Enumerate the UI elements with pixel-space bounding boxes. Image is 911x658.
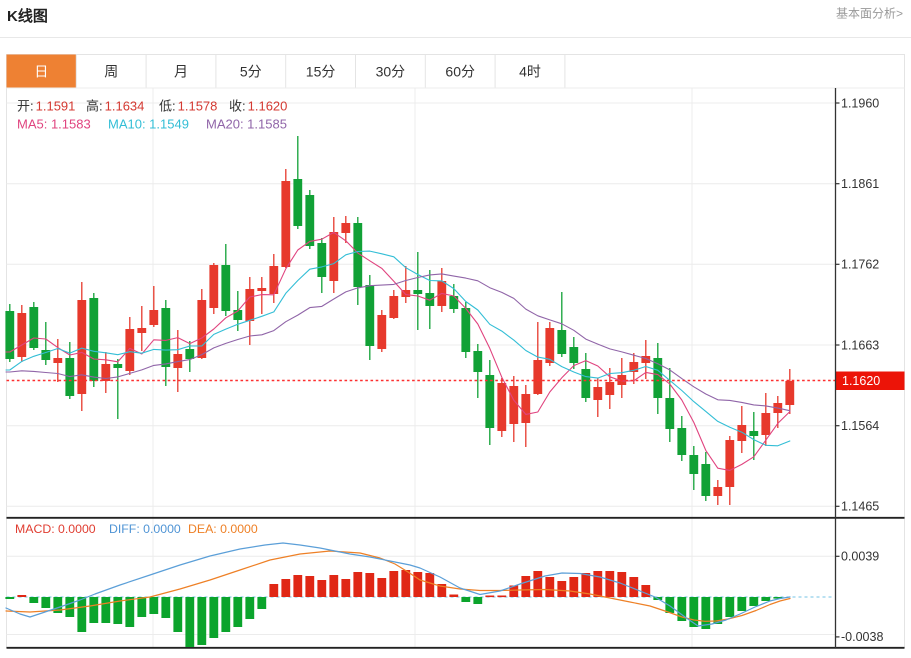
svg-text:高:1.1634: 高: 1.1634: [86, 99, 144, 114]
svg-text:0.0039: 0.0039: [841, 550, 879, 564]
svg-text:收:1.1620: 收: 1.1620: [229, 99, 287, 114]
svg-text:1.1620: 1.1620: [842, 374, 880, 388]
svg-text:基本面分析>: 基本面分析>: [836, 7, 903, 21]
svg-text:5分: 5分: [240, 64, 262, 80]
svg-text:MA10: 1.1549: MA10: 1.1549: [108, 117, 189, 132]
svg-text:低:1.1578: 低: 1.1578: [159, 99, 217, 114]
svg-text:MA5: 1.1583: MA5: 1.1583: [17, 117, 91, 132]
svg-text:DEA: 0.0000: DEA: 0.0000: [188, 522, 258, 536]
svg-text:日: 日: [34, 64, 48, 80]
svg-text:1.1564: 1.1564: [841, 419, 879, 433]
svg-text:4时: 4时: [519, 64, 541, 80]
svg-text:1.1960: 1.1960: [841, 96, 879, 110]
svg-text:1.1861: 1.1861: [841, 177, 879, 191]
svg-text:K线图: K线图: [7, 7, 48, 25]
svg-text:MA20: 1.1585: MA20: 1.1585: [206, 117, 287, 132]
svg-text:1.1663: 1.1663: [841, 338, 879, 352]
svg-text:月: 月: [174, 64, 188, 80]
svg-text:1.1465: 1.1465: [841, 500, 879, 514]
svg-text:-0.0038: -0.0038: [841, 630, 883, 644]
svg-text:1.1762: 1.1762: [841, 258, 879, 272]
svg-text:周: 周: [104, 64, 118, 80]
svg-text:MACD: 0.0000: MACD: 0.0000: [15, 522, 96, 536]
svg-text:30分: 30分: [376, 64, 406, 80]
svg-text:DIFF: 0.0000: DIFF: 0.0000: [109, 522, 181, 536]
svg-text:15分: 15分: [306, 64, 336, 80]
svg-text:开:1.1591: 开: 1.1591: [17, 99, 75, 114]
svg-text:60分: 60分: [445, 64, 475, 80]
